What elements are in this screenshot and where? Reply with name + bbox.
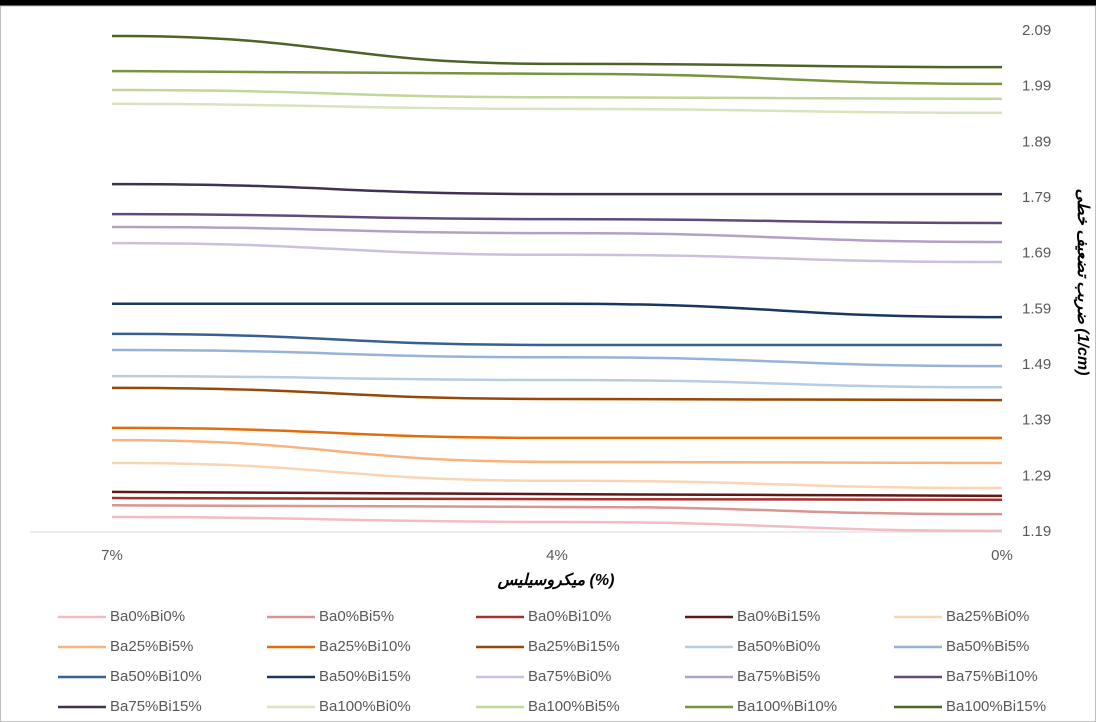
series-line <box>111 225 1003 244</box>
y-tick-label: 1.99 <box>1022 78 1051 95</box>
legend-label: Ba100%Bi15% <box>946 698 1046 715</box>
series-line <box>111 212 1003 225</box>
y-tick-label: 1.79 <box>1022 189 1051 206</box>
x-tick-label: 7% <box>101 547 123 564</box>
series-line <box>111 182 1002 196</box>
series-line <box>111 386 1003 402</box>
series-line <box>111 102 1003 115</box>
legend-label: Ba50%Bi15% <box>319 668 411 685</box>
series-line <box>111 490 1003 498</box>
series-line <box>111 348 1003 368</box>
y-tick-label: 1.29 <box>1022 467 1051 484</box>
series-line <box>111 504 1003 516</box>
legend-label: Ba25%Bi0% <box>946 608 1029 625</box>
legend-label: Ba100%Bi0% <box>319 698 411 715</box>
y-tick-label: 1.89 <box>1022 133 1051 150</box>
series-line <box>111 332 1002 347</box>
series-line <box>111 496 1003 501</box>
y-tick-label: 1.39 <box>1022 412 1051 429</box>
legend-label: Ba75%Bi0% <box>528 668 611 685</box>
series-line <box>111 438 1003 465</box>
legend-label: Ba100%Bi5% <box>528 698 620 715</box>
y-tick-label: 1.49 <box>1022 356 1051 373</box>
series-line <box>111 461 1003 490</box>
legend-label: Ba25%Bi15% <box>528 638 620 655</box>
series-line <box>111 241 1003 264</box>
series-line <box>111 34 1003 69</box>
y-tick-label: 1.69 <box>1022 245 1051 262</box>
x-tick-label: 0% <box>991 547 1013 564</box>
series-line <box>111 426 1002 440</box>
legend-label: Ba25%Bi10% <box>319 638 411 655</box>
series-line <box>111 374 1003 389</box>
top-bar <box>0 0 1096 6</box>
legend-label: Ba50%Bi5% <box>946 638 1029 655</box>
series-line <box>111 69 1003 86</box>
series-line <box>111 302 1003 319</box>
legend-label: Ba0%Bi10% <box>528 608 611 625</box>
y-tick-label: 2.09 <box>1022 22 1051 39</box>
legend-label: Ba0%Bi15% <box>737 608 820 625</box>
legend-label: Ba50%Bi10% <box>110 668 202 685</box>
legend-label: Ba75%Bi10% <box>946 668 1038 685</box>
legend-label: Ba100%Bi10% <box>737 698 837 715</box>
y-tick-label: 1.19 <box>1022 523 1051 540</box>
legend-label: Ba0%Bi0% <box>110 608 185 625</box>
legend-label: Ba75%Bi15% <box>110 698 202 715</box>
x-tick-label: 4% <box>546 547 568 564</box>
legend-label: Ba75%Bi5% <box>737 668 820 685</box>
y-axis-title: ضریب تضعیف خطی (1/cm) <box>1073 189 1091 376</box>
series-line <box>111 515 1003 533</box>
y-tick-label: 1.59 <box>1022 300 1051 317</box>
legend-label: Ba25%Bi5% <box>110 638 193 655</box>
legend-label: Ba50%Bi0% <box>737 638 820 655</box>
x-axis-title: میکروسیلیس (%) <box>497 572 615 590</box>
legend-label: Ba0%Bi5% <box>319 608 394 625</box>
series-line <box>111 88 1003 101</box>
